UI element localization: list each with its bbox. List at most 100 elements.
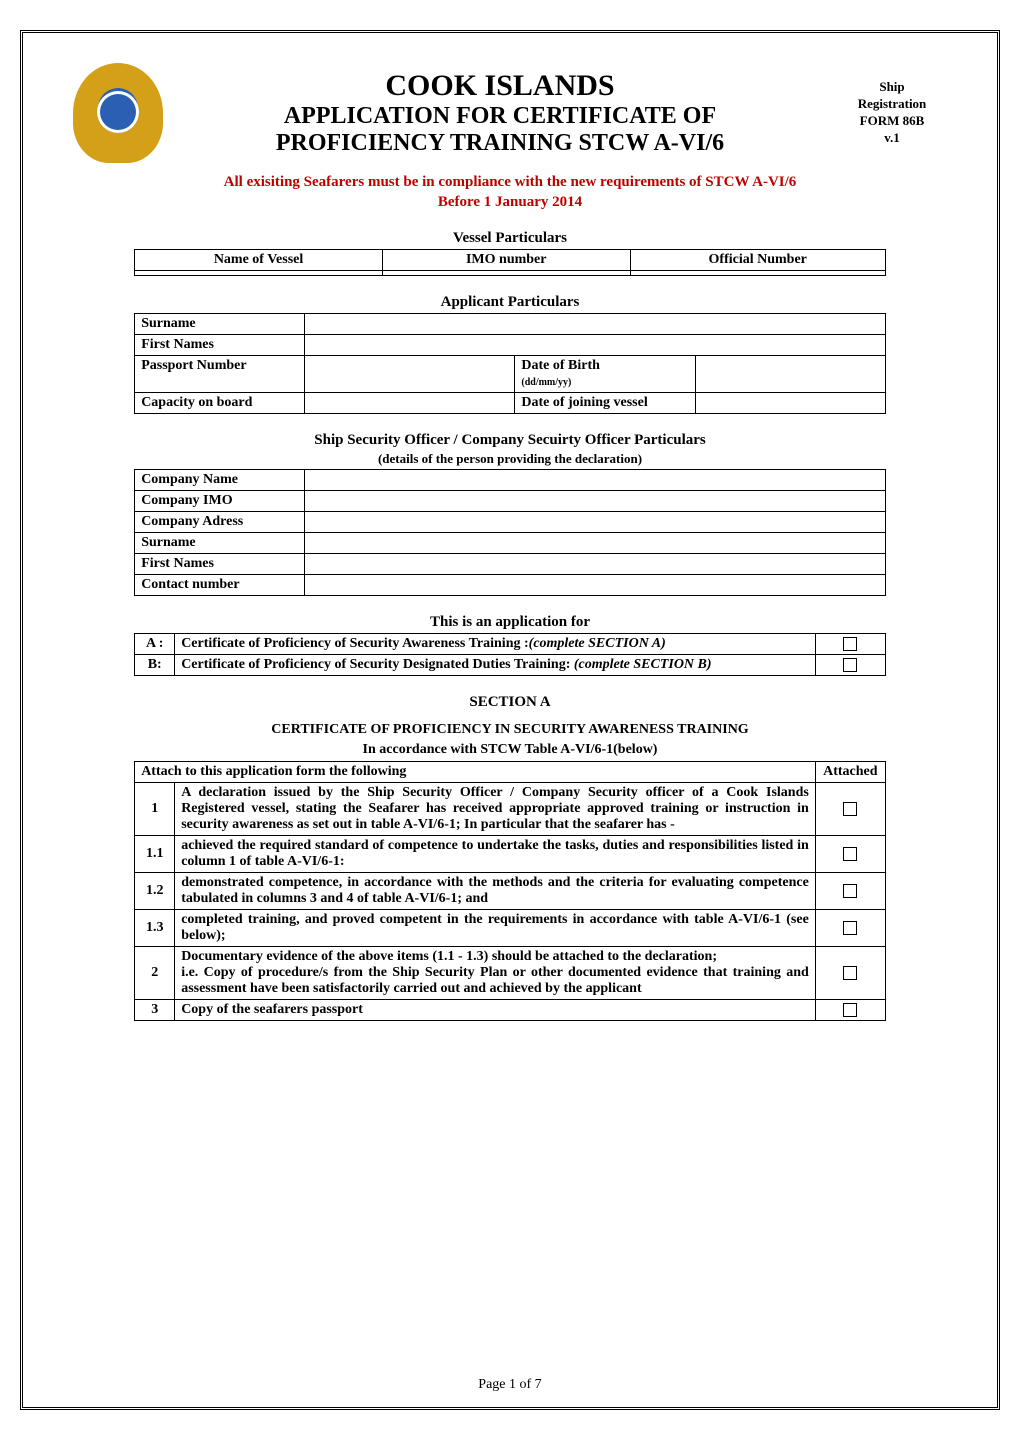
compliance-notice: All exisiting Seafarers must be in compl…	[73, 173, 947, 212]
row-2-num: 2	[135, 947, 175, 1000]
table-row: 1 A declaration issued by the Ship Secur…	[135, 783, 886, 836]
row-1.1-num: 1.1	[135, 836, 175, 873]
title-country: COOK ISLANDS	[173, 69, 827, 103]
header: COOK ISLANDS APPLICATION FOR CERTIFICATE…	[73, 63, 947, 163]
apptype-b-pre: Certificate of Proficiency of Security D…	[181, 657, 574, 672]
section-a-heading: SECTION A	[73, 694, 947, 711]
apptype-a-key: A :	[135, 634, 175, 655]
page-frame: COOK ISLANDS APPLICATION FOR CERTIFICATE…	[20, 30, 1000, 1410]
row-1.1-checkbox[interactable]	[815, 836, 885, 873]
applicant-capacity-lbl: Capacity on board	[135, 393, 305, 414]
applicant-table: Surname First Names Passport Number Date…	[134, 313, 886, 414]
table-row: 1.3 completed training, and proved compe…	[135, 910, 886, 947]
footer-pre: Page	[478, 1377, 509, 1392]
row-1.3-num: 1.3	[135, 910, 175, 947]
form-id: Ship Registration FORM 86B v.1	[837, 79, 947, 147]
attach-label: Attach to this application form the foll…	[135, 762, 816, 783]
officer-title: Ship Security Officer / Company Secuirty…	[73, 432, 947, 449]
applicant-dob-input[interactable]	[695, 356, 885, 393]
apptype-title: This is an application for	[73, 614, 947, 631]
officer-address-lbl: Company Adress	[135, 512, 305, 533]
vessel-table: Name of Vessel IMO number Official Numbe…	[134, 249, 886, 276]
formid-l4: v.1	[837, 130, 947, 147]
row-3-text: Copy of the seafarers passport	[175, 1000, 816, 1021]
section-a-title-l2: In accordance with STCW Table A-VI/6-1(b…	[73, 741, 947, 759]
row-1.2-num: 1.2	[135, 873, 175, 910]
title-line2: APPLICATION FOR CERTIFICATE OF	[173, 103, 827, 130]
row-1.2-text: demonstrated competence, in accordance w…	[175, 873, 816, 910]
notice-line1: All exisiting Seafarers must be in compl…	[224, 174, 797, 190]
officer-firstnames-input[interactable]	[305, 554, 886, 575]
officer-subtitle: (details of the person providing the dec…	[73, 451, 947, 467]
applicant-firstnames-lbl: First Names	[135, 335, 305, 356]
applicant-firstnames-input[interactable]	[305, 335, 886, 356]
vessel-h1: Name of Vessel	[135, 250, 383, 271]
officer-company-input[interactable]	[305, 470, 886, 491]
formid-l2: Registration	[837, 96, 947, 113]
officer-table: Company Name Company IMO Company Adress …	[134, 469, 886, 596]
table-row: 1.1 achieved the required standard of co…	[135, 836, 886, 873]
applicant-capacity-input[interactable]	[305, 393, 515, 414]
table-row: 1.2 demonstrated competence, in accordan…	[135, 873, 886, 910]
row-1.3-checkbox[interactable]	[815, 910, 885, 947]
vessel-imo-input[interactable]	[382, 271, 630, 276]
dob-label-text: Date of Birth	[521, 358, 600, 373]
title-block: COOK ISLANDS APPLICATION FOR CERTIFICATE…	[163, 69, 837, 157]
section-a-table: Attach to this application form the foll…	[134, 761, 886, 1021]
row-3-num: 3	[135, 1000, 175, 1021]
table-row: 2 Documentary evidence of the above item…	[135, 947, 886, 1000]
apptype-b-text: Certificate of Proficiency of Security D…	[175, 655, 816, 676]
row-1-text: A declaration issued by the Ship Securit…	[175, 783, 816, 836]
apptype-b-key: B:	[135, 655, 175, 676]
applicant-passport-lbl: Passport Number	[135, 356, 305, 393]
title-line3: PROFICIENCY TRAINING STCW A-VI/6	[173, 130, 827, 157]
row-1.2-checkbox[interactable]	[815, 873, 885, 910]
footer-post: of 7	[516, 1377, 542, 1392]
applicant-surname-lbl: Surname	[135, 314, 305, 335]
apptype-a-text: Certificate of Proficiency of Security A…	[175, 634, 816, 655]
applicant-passport-input[interactable]	[305, 356, 515, 393]
applicant-joining-lbl: Date of joining vessel	[515, 393, 695, 414]
officer-companyimo-input[interactable]	[305, 491, 886, 512]
officer-surname-input[interactable]	[305, 533, 886, 554]
officer-contact-input[interactable]	[305, 575, 886, 596]
apptype-table: A : Certificate of Proficiency of Securi…	[134, 633, 886, 676]
row-1-checkbox[interactable]	[815, 783, 885, 836]
formid-l3: FORM 86B	[837, 113, 947, 130]
officer-address-input[interactable]	[305, 512, 886, 533]
row-1.3-text: completed training, and proved competent…	[175, 910, 816, 947]
officer-firstnames-lbl: First Names	[135, 554, 305, 575]
officer-companyimo-lbl: Company IMO	[135, 491, 305, 512]
officer-contact-lbl: Contact number	[135, 575, 305, 596]
crest-icon	[73, 63, 163, 163]
vessel-title: Vessel Particulars	[73, 230, 947, 247]
applicant-joining-input[interactable]	[695, 393, 885, 414]
attached-label: Attached	[815, 762, 885, 783]
notice-line2: Before 1 January 2014	[438, 194, 582, 210]
vessel-h3: Official Number	[630, 250, 885, 271]
vessel-name-input[interactable]	[135, 271, 383, 276]
section-a-title-l1: CERTIFICATE OF PROFICIENCY IN SECURITY A…	[73, 721, 947, 739]
vessel-h2: IMO number	[382, 250, 630, 271]
officer-company-lbl: Company Name	[135, 470, 305, 491]
row-3-checkbox[interactable]	[815, 1000, 885, 1021]
apptype-b-it: (complete SECTION B)	[574, 657, 712, 672]
apptype-a-checkbox[interactable]	[815, 634, 885, 655]
applicant-dob-lbl: Date of Birth (dd/mm/yy)	[515, 356, 695, 393]
applicant-title: Applicant Particulars	[73, 294, 947, 311]
page-footer: Page 1 of 7	[23, 1377, 997, 1393]
row-2-text: Documentary evidence of the above items …	[175, 947, 816, 1000]
table-row: 3 Copy of the seafarers passport	[135, 1000, 886, 1021]
footer-num: 1	[509, 1377, 516, 1392]
apptype-b-checkbox[interactable]	[815, 655, 885, 676]
apptype-a-pre: Certificate of Proficiency of Security A…	[181, 636, 528, 651]
dob-format: (dd/mm/yy)	[521, 377, 571, 388]
applicant-surname-input[interactable]	[305, 314, 886, 335]
vessel-official-input[interactable]	[630, 271, 885, 276]
row-1.1-text: achieved the required standard of compet…	[175, 836, 816, 873]
row-2-checkbox[interactable]	[815, 947, 885, 1000]
row-1-num: 1	[135, 783, 175, 836]
formid-l1: Ship	[837, 79, 947, 96]
apptype-a-it: (complete SECTION A)	[529, 636, 666, 651]
officer-surname-lbl: Surname	[135, 533, 305, 554]
